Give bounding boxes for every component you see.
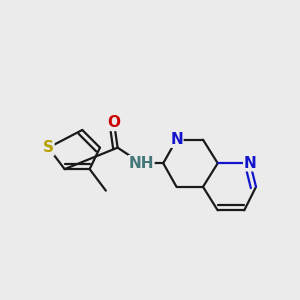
Text: O: O (108, 116, 121, 130)
Text: NH: NH (128, 156, 154, 171)
Text: N: N (244, 156, 256, 171)
Text: S: S (43, 140, 54, 155)
Text: N: N (170, 132, 183, 147)
